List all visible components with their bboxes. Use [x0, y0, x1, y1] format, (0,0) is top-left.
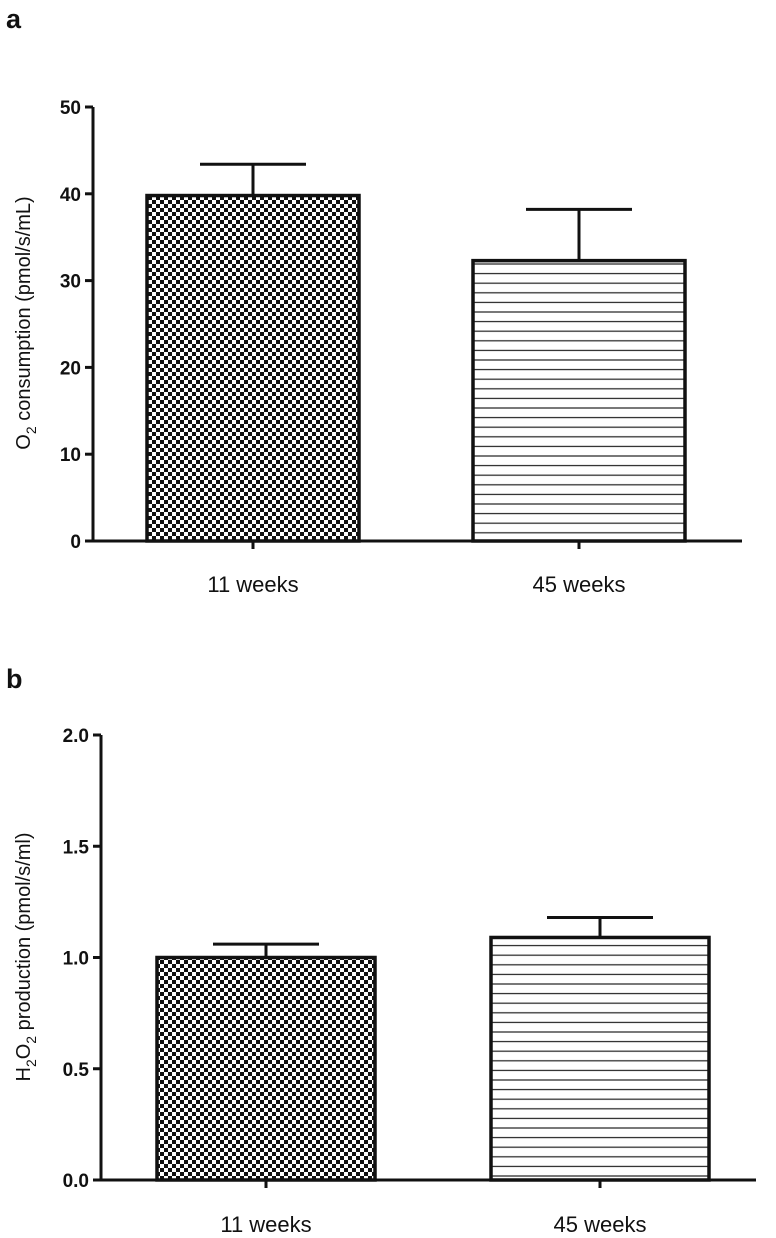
panel-label-b: b	[6, 664, 23, 694]
category-label: 45 weeks	[554, 1212, 647, 1237]
category-label: 11 weeks	[220, 1212, 311, 1237]
y-tick-label: 1.0	[63, 949, 89, 970]
bar-group2	[471, 258, 687, 543]
bar-group1	[155, 955, 377, 1182]
category-label: 45 weeks	[533, 572, 626, 597]
y-tick-label: 0	[70, 532, 81, 553]
y-tick-label: 1.5	[63, 837, 90, 858]
y-axis-b	[93, 733, 103, 1182]
y-tick-label: 0.5	[63, 1060, 90, 1081]
bars-a	[145, 193, 687, 543]
y-tick-label: 40	[60, 185, 81, 206]
bar-group2	[489, 935, 711, 1182]
category-labels-a: 11 weeks 45 weeks	[207, 572, 625, 597]
y-axis-title-b: H2O2 production (pmol/s/ml)	[13, 832, 39, 1081]
x-axis-b	[101, 1178, 756, 1188]
chart-panel-b: b 0.0 0.5 1.0 1.5 2.0 11 weeks 45 weeks H2O2 …	[6, 664, 756, 1237]
y-tick-label: 50	[60, 98, 81, 119]
y-axis-a	[85, 105, 95, 543]
category-labels-b: 11 weeks 45 weeks	[220, 1212, 646, 1237]
y-tick-label: 10	[60, 445, 81, 466]
y-tick-labels-a: 0 10 20 30 40 50	[60, 98, 81, 553]
panel-label-a: a	[6, 4, 22, 34]
bar-group1	[145, 193, 361, 543]
x-axis-a	[93, 539, 742, 549]
y-tick-labels-b: 0.0 0.5 1.0 1.5 2.0	[63, 726, 90, 1192]
y-tick-label: 30	[60, 272, 81, 293]
y-tick-label: 0.0	[63, 1171, 89, 1192]
error-bars-a	[200, 162, 632, 261]
y-tick-label: 20	[60, 358, 81, 379]
error-bars-b	[213, 915, 653, 958]
y-tick-label: 2.0	[63, 726, 89, 747]
chart-panel-a: a 0 10 20 30 40 50 11 weeks 45 weeks O2 consum…	[6, 4, 742, 597]
category-label: 11 weeks	[207, 572, 298, 597]
bars-b	[155, 935, 711, 1182]
y-axis-title-a: O2 consumption (pmol/s/mL)	[13, 196, 39, 449]
